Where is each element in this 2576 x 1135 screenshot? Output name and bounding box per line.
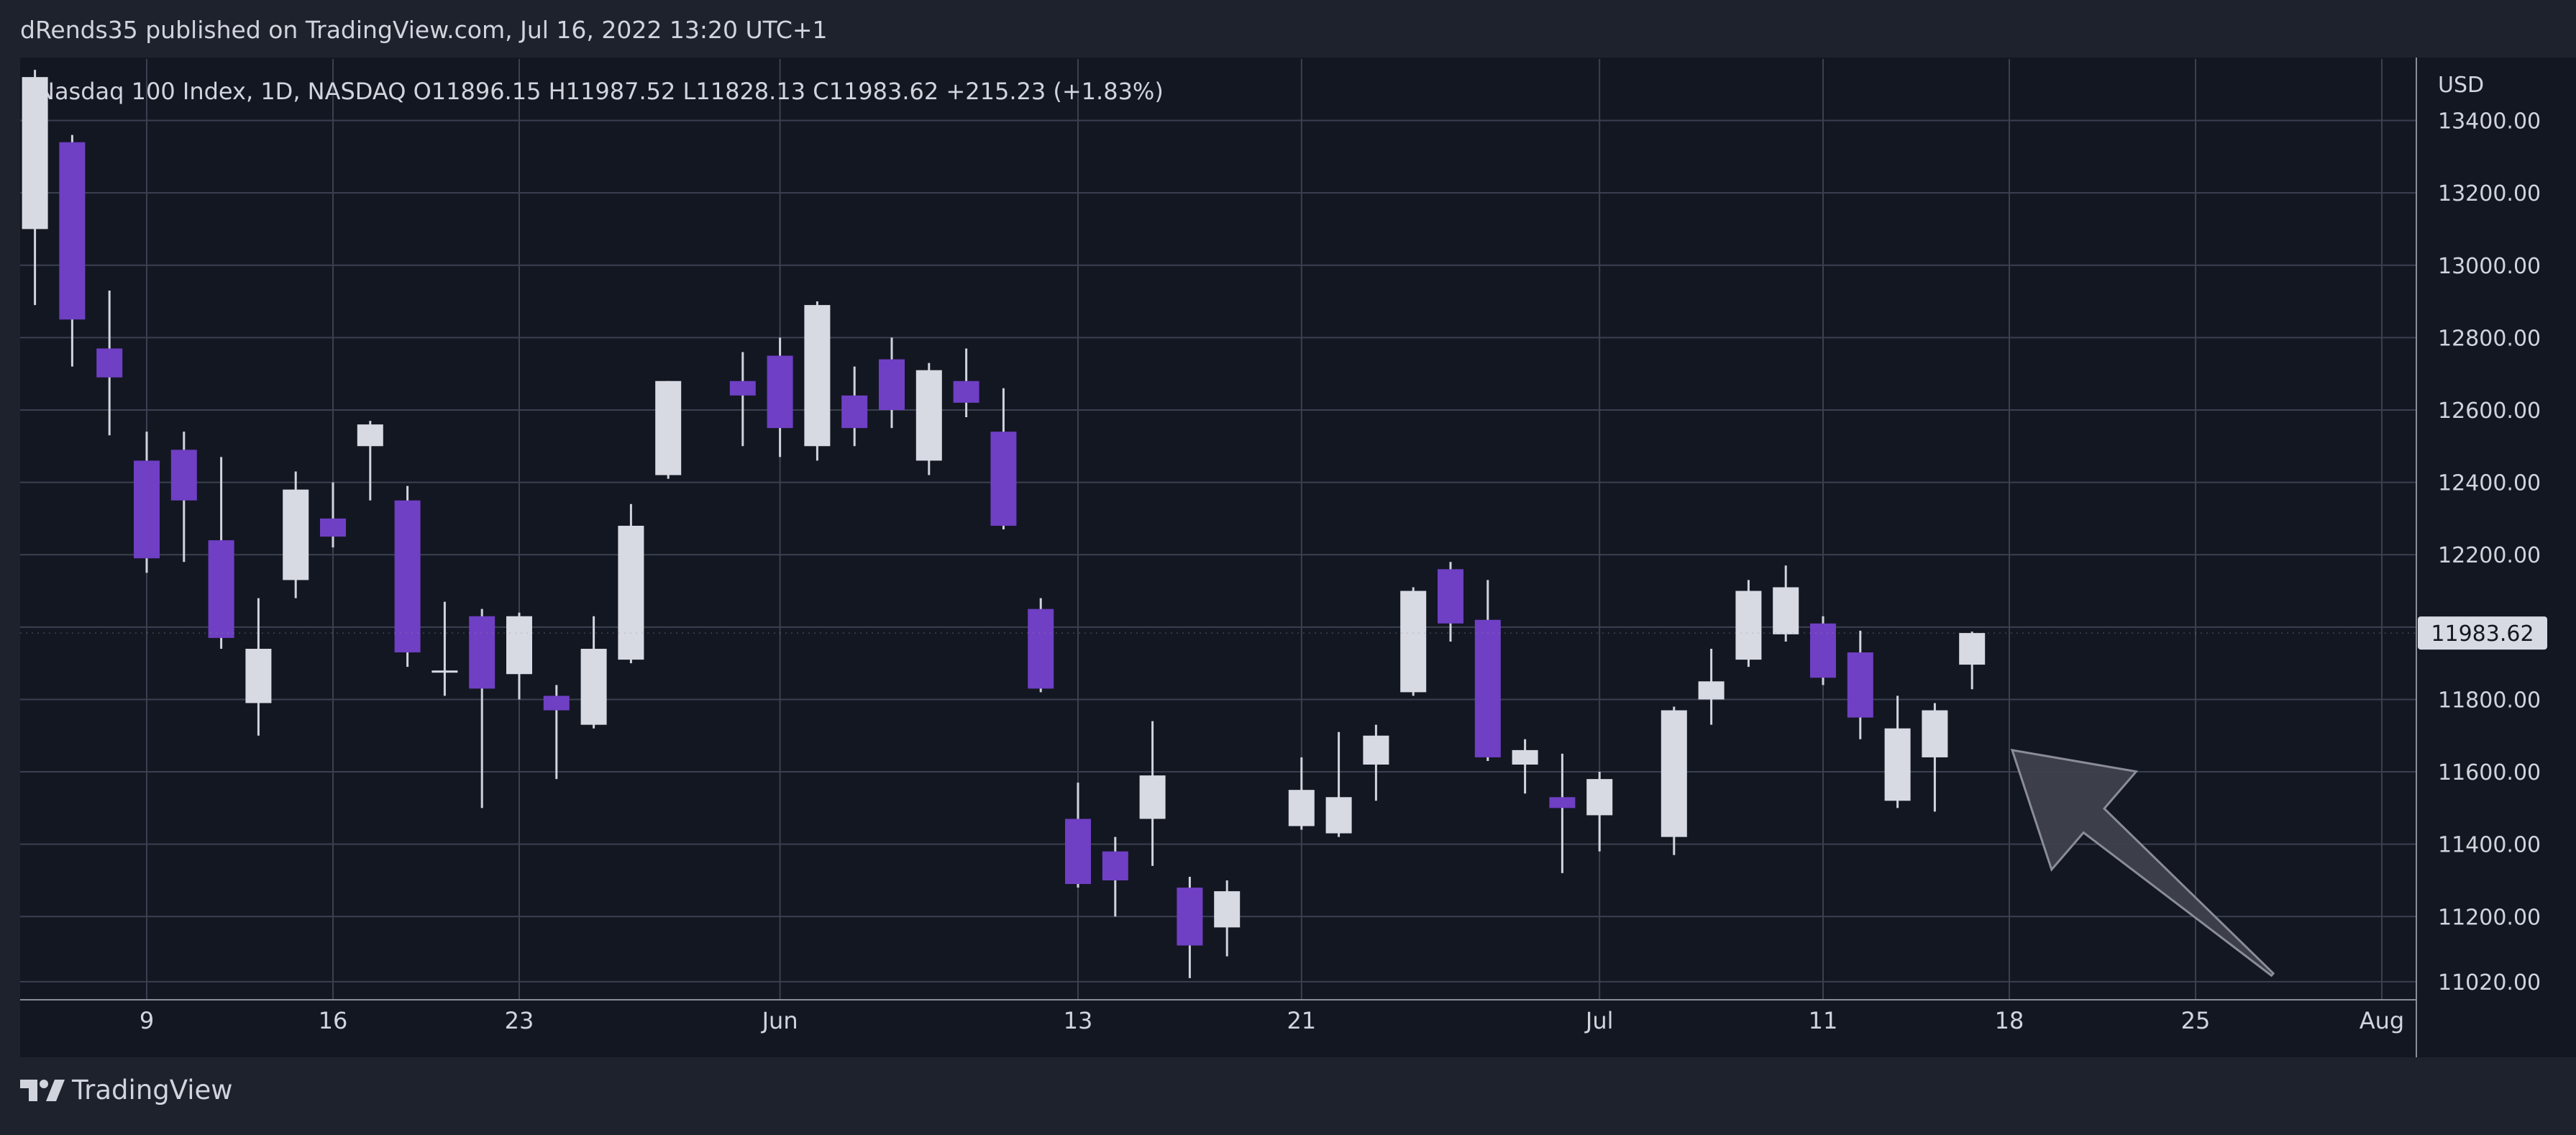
candle-down[interactable] — [879, 359, 905, 410]
candle-down[interactable] — [1474, 619, 1501, 757]
candle-up[interactable] — [1735, 591, 1762, 660]
chart-background — [20, 58, 2576, 1057]
candle-up[interactable] — [283, 489, 309, 580]
tradingview-logo-icon — [20, 1079, 65, 1101]
candle-up[interactable] — [1884, 728, 1911, 801]
candle-up[interactable] — [1363, 735, 1389, 765]
currency-label: USD — [2438, 73, 2484, 98]
candle-down[interactable] — [1065, 819, 1091, 885]
candle-up[interactable] — [22, 77, 48, 229]
y-tick-label: 13000.00 — [2438, 254, 2541, 279]
candle-down[interactable] — [1028, 608, 1054, 689]
y-tick-label: 11020.00 — [2438, 970, 2541, 995]
x-tick-label: 23 — [505, 1007, 534, 1034]
candle-down[interactable] — [841, 395, 868, 429]
x-tick-label: 9 — [140, 1007, 154, 1034]
candle-down[interactable] — [1810, 623, 1836, 678]
candle-up[interactable] — [804, 305, 831, 447]
candle-up[interactable] — [245, 649, 272, 703]
annotation-arrow[interactable] — [2010, 748, 2275, 977]
publish-info: dRends35 published on TradingView.com, J… — [20, 16, 828, 44]
candle-down[interactable] — [208, 540, 234, 638]
candle-up[interactable] — [1288, 790, 1315, 826]
candle-up[interactable] — [1586, 779, 1613, 816]
y-tick-label: 12200.00 — [2438, 543, 2541, 568]
candle-down[interactable] — [96, 348, 123, 378]
candle-down[interactable] — [320, 518, 346, 537]
candle-up[interactable] — [357, 424, 383, 447]
candle-down[interactable] — [1847, 652, 1873, 718]
candle-up[interactable] — [1698, 681, 1725, 700]
candle-up[interactable] — [431, 670, 458, 673]
candle-up[interactable] — [1773, 587, 1799, 634]
tradingview-brand: TradingView — [72, 1075, 233, 1106]
x-tick-label: 16 — [319, 1007, 348, 1034]
candle-down[interactable] — [543, 696, 570, 711]
y-tick-label: 12600.00 — [2438, 398, 2541, 424]
y-tick-label: 11800.00 — [2438, 688, 2541, 713]
candle-down[interactable] — [394, 500, 421, 653]
candle-down[interactable] — [1102, 851, 1128, 880]
chart-title: Nasdaq 100 Index, 1D, NASDAQ O11896.15 H… — [37, 78, 1164, 105]
x-tick-label: Jun — [761, 1007, 798, 1034]
y-tick-label: 12400.00 — [2438, 471, 2541, 496]
last-price-label: 11983.62 — [2431, 621, 2534, 647]
candle-up[interactable] — [618, 525, 644, 660]
x-tick-label: Jul — [1584, 1007, 1614, 1034]
candle-up[interactable] — [1922, 710, 1948, 757]
candle-up[interactable] — [1400, 591, 1427, 693]
footer: TradingView — [20, 1075, 233, 1106]
candle-up[interactable] — [1661, 710, 1687, 837]
candle-down[interactable] — [1549, 797, 1576, 808]
x-tick-label: 18 — [1995, 1007, 2024, 1034]
candle-down[interactable] — [134, 460, 160, 559]
candle-down[interactable] — [729, 380, 756, 396]
x-tick-label: 25 — [2181, 1007, 2211, 1034]
candle-down[interactable] — [469, 616, 495, 689]
y-tick-label: 12800.00 — [2438, 326, 2541, 351]
candle-up[interactable] — [1325, 797, 1352, 834]
candle-up[interactable] — [915, 370, 942, 461]
last-price-badge — [2418, 616, 2547, 650]
candle-down[interactable] — [767, 355, 793, 429]
candle-down[interactable] — [170, 450, 197, 501]
x-tick-label: 21 — [1287, 1007, 1316, 1034]
y-tick-label: 11600.00 — [2438, 760, 2541, 785]
candle-up[interactable] — [1512, 749, 1538, 765]
x-tick-label: Aug — [2360, 1007, 2404, 1034]
candle-down[interactable] — [990, 432, 1017, 526]
x-tick-label: 11 — [1809, 1007, 1838, 1034]
candle-up[interactable] — [655, 380, 682, 475]
x-tick-label: 13 — [1064, 1007, 1093, 1034]
candle-down[interactable] — [1177, 888, 1203, 946]
candle-down[interactable] — [1438, 569, 1463, 624]
candle-down[interactable] — [59, 142, 86, 320]
candle-up[interactable] — [1214, 891, 1241, 928]
y-tick-label: 13200.00 — [2438, 181, 2541, 206]
y-tick-label: 13400.00 — [2438, 109, 2541, 135]
candle-down[interactable] — [953, 380, 979, 403]
candle-up[interactable] — [1959, 633, 1986, 665]
candle-up[interactable] — [1139, 775, 1166, 819]
candle-up[interactable] — [580, 649, 607, 725]
y-tick-label: 11400.00 — [2438, 833, 2541, 858]
candle-up[interactable] — [506, 616, 532, 675]
y-tick-label: 11200.00 — [2438, 905, 2541, 930]
